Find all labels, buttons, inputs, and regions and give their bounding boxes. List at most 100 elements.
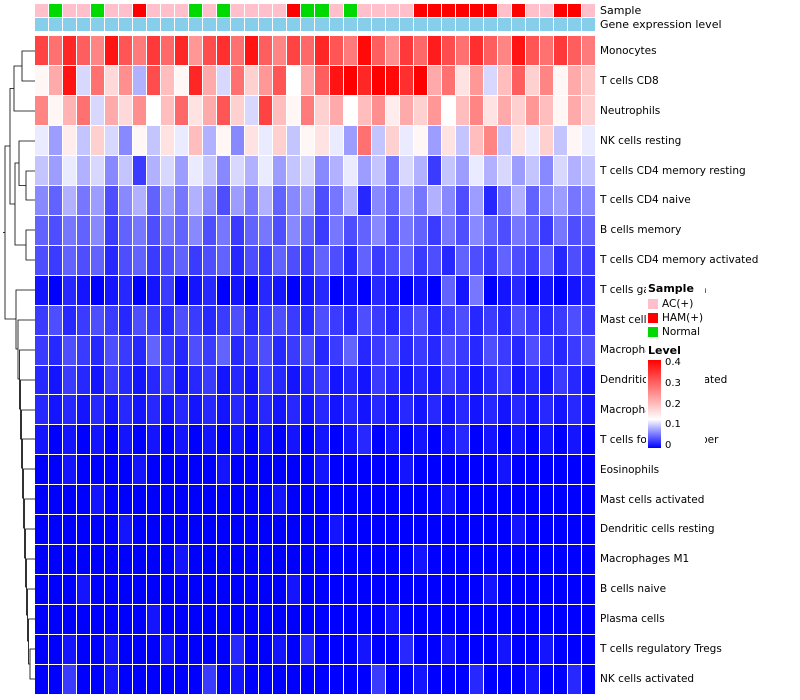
heatmap-cell — [315, 65, 329, 95]
heatmap-cell — [49, 545, 63, 575]
heatmap-cell — [399, 215, 413, 245]
heatmap-cell — [203, 455, 217, 485]
heatmap-cell — [35, 485, 49, 515]
heatmap-cell — [189, 485, 203, 515]
heatmap-cell — [259, 515, 273, 545]
heatmap-cell — [231, 305, 245, 335]
heatmap-cell — [217, 455, 231, 485]
heatmap-cell — [315, 665, 329, 694]
heatmap-cell — [511, 335, 525, 365]
expression-annotation-cell — [329, 18, 343, 31]
heatmap-cell — [231, 335, 245, 365]
heatmap-cell — [385, 185, 399, 215]
heatmap-cell — [287, 275, 301, 305]
heatmap-cell — [413, 395, 427, 425]
heatmap-cell — [581, 425, 595, 455]
row-label: T cells CD4 naive — [600, 194, 691, 207]
heatmap-cell — [399, 125, 413, 155]
heatmap-cell — [35, 515, 49, 545]
heatmap-cell — [385, 635, 399, 665]
heatmap-cell — [511, 605, 525, 635]
heatmap-cell — [329, 36, 343, 65]
heatmap-cell — [301, 605, 315, 635]
heatmap-cell — [553, 575, 567, 605]
heatmap-cell — [231, 665, 245, 694]
heatmap-cell — [63, 275, 77, 305]
heatmap-cell — [119, 36, 133, 65]
heatmap-cell — [105, 95, 119, 125]
heatmap-cell — [217, 665, 231, 694]
heatmap-cell — [217, 605, 231, 635]
heatmap-cell — [427, 65, 441, 95]
sample-annotation-cell — [343, 4, 357, 17]
heatmap-cell — [567, 485, 581, 515]
heatmap-cell — [133, 305, 147, 335]
heatmap-cell — [161, 395, 175, 425]
heatmap-cell — [371, 305, 385, 335]
heatmap-cell — [105, 395, 119, 425]
heatmap-cell — [77, 335, 91, 365]
heatmap-cell — [147, 605, 161, 635]
legend-sample-item: Normal — [648, 326, 703, 338]
heatmap-cell — [147, 395, 161, 425]
heatmap-cell — [245, 515, 259, 545]
heatmap-cell — [385, 455, 399, 485]
heatmap-cell — [273, 605, 287, 635]
heatmap-cell — [329, 155, 343, 185]
heatmap-cell — [413, 545, 427, 575]
heatmap-cell — [497, 395, 511, 425]
heatmap-cell — [217, 185, 231, 215]
heatmap-cell — [525, 575, 539, 605]
sample-annotation-cell — [217, 4, 231, 17]
heatmap-cell — [287, 545, 301, 575]
heatmap-cell — [49, 485, 63, 515]
heatmap-cell — [245, 545, 259, 575]
heatmap-cell — [441, 275, 455, 305]
heatmap-cell — [567, 305, 581, 335]
heatmap-cell — [483, 185, 497, 215]
heatmap-cell — [91, 575, 105, 605]
row-dendrogram — [3, 50, 35, 680]
legend-group-label: Normal — [662, 326, 700, 338]
heatmap-cell — [399, 185, 413, 215]
heatmap-cell — [567, 36, 581, 65]
heatmap-cell — [231, 215, 245, 245]
heatmap-cell — [455, 36, 469, 65]
heatmap-cell — [497, 95, 511, 125]
heatmap-cell — [119, 215, 133, 245]
heatmap-cell — [539, 635, 553, 665]
heatmap-cell — [567, 395, 581, 425]
heatmap-cell — [483, 455, 497, 485]
heatmap-cell — [287, 36, 301, 65]
heatmap-cell — [63, 125, 77, 155]
heatmap-cell — [91, 335, 105, 365]
heatmap-cell — [385, 605, 399, 635]
heatmap-cell — [525, 605, 539, 635]
heatmap-cell — [315, 395, 329, 425]
heatmap-cell — [203, 95, 217, 125]
heatmap-cell — [133, 605, 147, 635]
heatmap-cell — [469, 155, 483, 185]
heatmap-cell — [497, 485, 511, 515]
heatmap-cell — [497, 305, 511, 335]
heatmap-cell — [413, 36, 427, 65]
heatmap-cell — [567, 425, 581, 455]
heatmap-cell — [539, 425, 553, 455]
heatmap-cell — [385, 575, 399, 605]
heatmap-cell — [49, 36, 63, 65]
heatmap-cell — [175, 485, 189, 515]
heatmap-cell — [91, 185, 105, 215]
heatmap-cell — [287, 305, 301, 335]
sample-annotation-cell — [301, 4, 315, 17]
heatmap-cell — [343, 485, 357, 515]
heatmap-cell — [245, 335, 259, 365]
legend-tick-label: 0.3 — [665, 377, 681, 389]
heatmap-cell — [301, 485, 315, 515]
heatmap-cell — [189, 515, 203, 545]
legend-tick-label: 0.1 — [665, 419, 681, 431]
heatmap-cell — [147, 36, 161, 65]
heatmap-cell — [231, 635, 245, 665]
heatmap-cell — [581, 365, 595, 395]
expression-annotation-cell — [427, 18, 441, 31]
expression-annotation-cell — [105, 18, 119, 31]
